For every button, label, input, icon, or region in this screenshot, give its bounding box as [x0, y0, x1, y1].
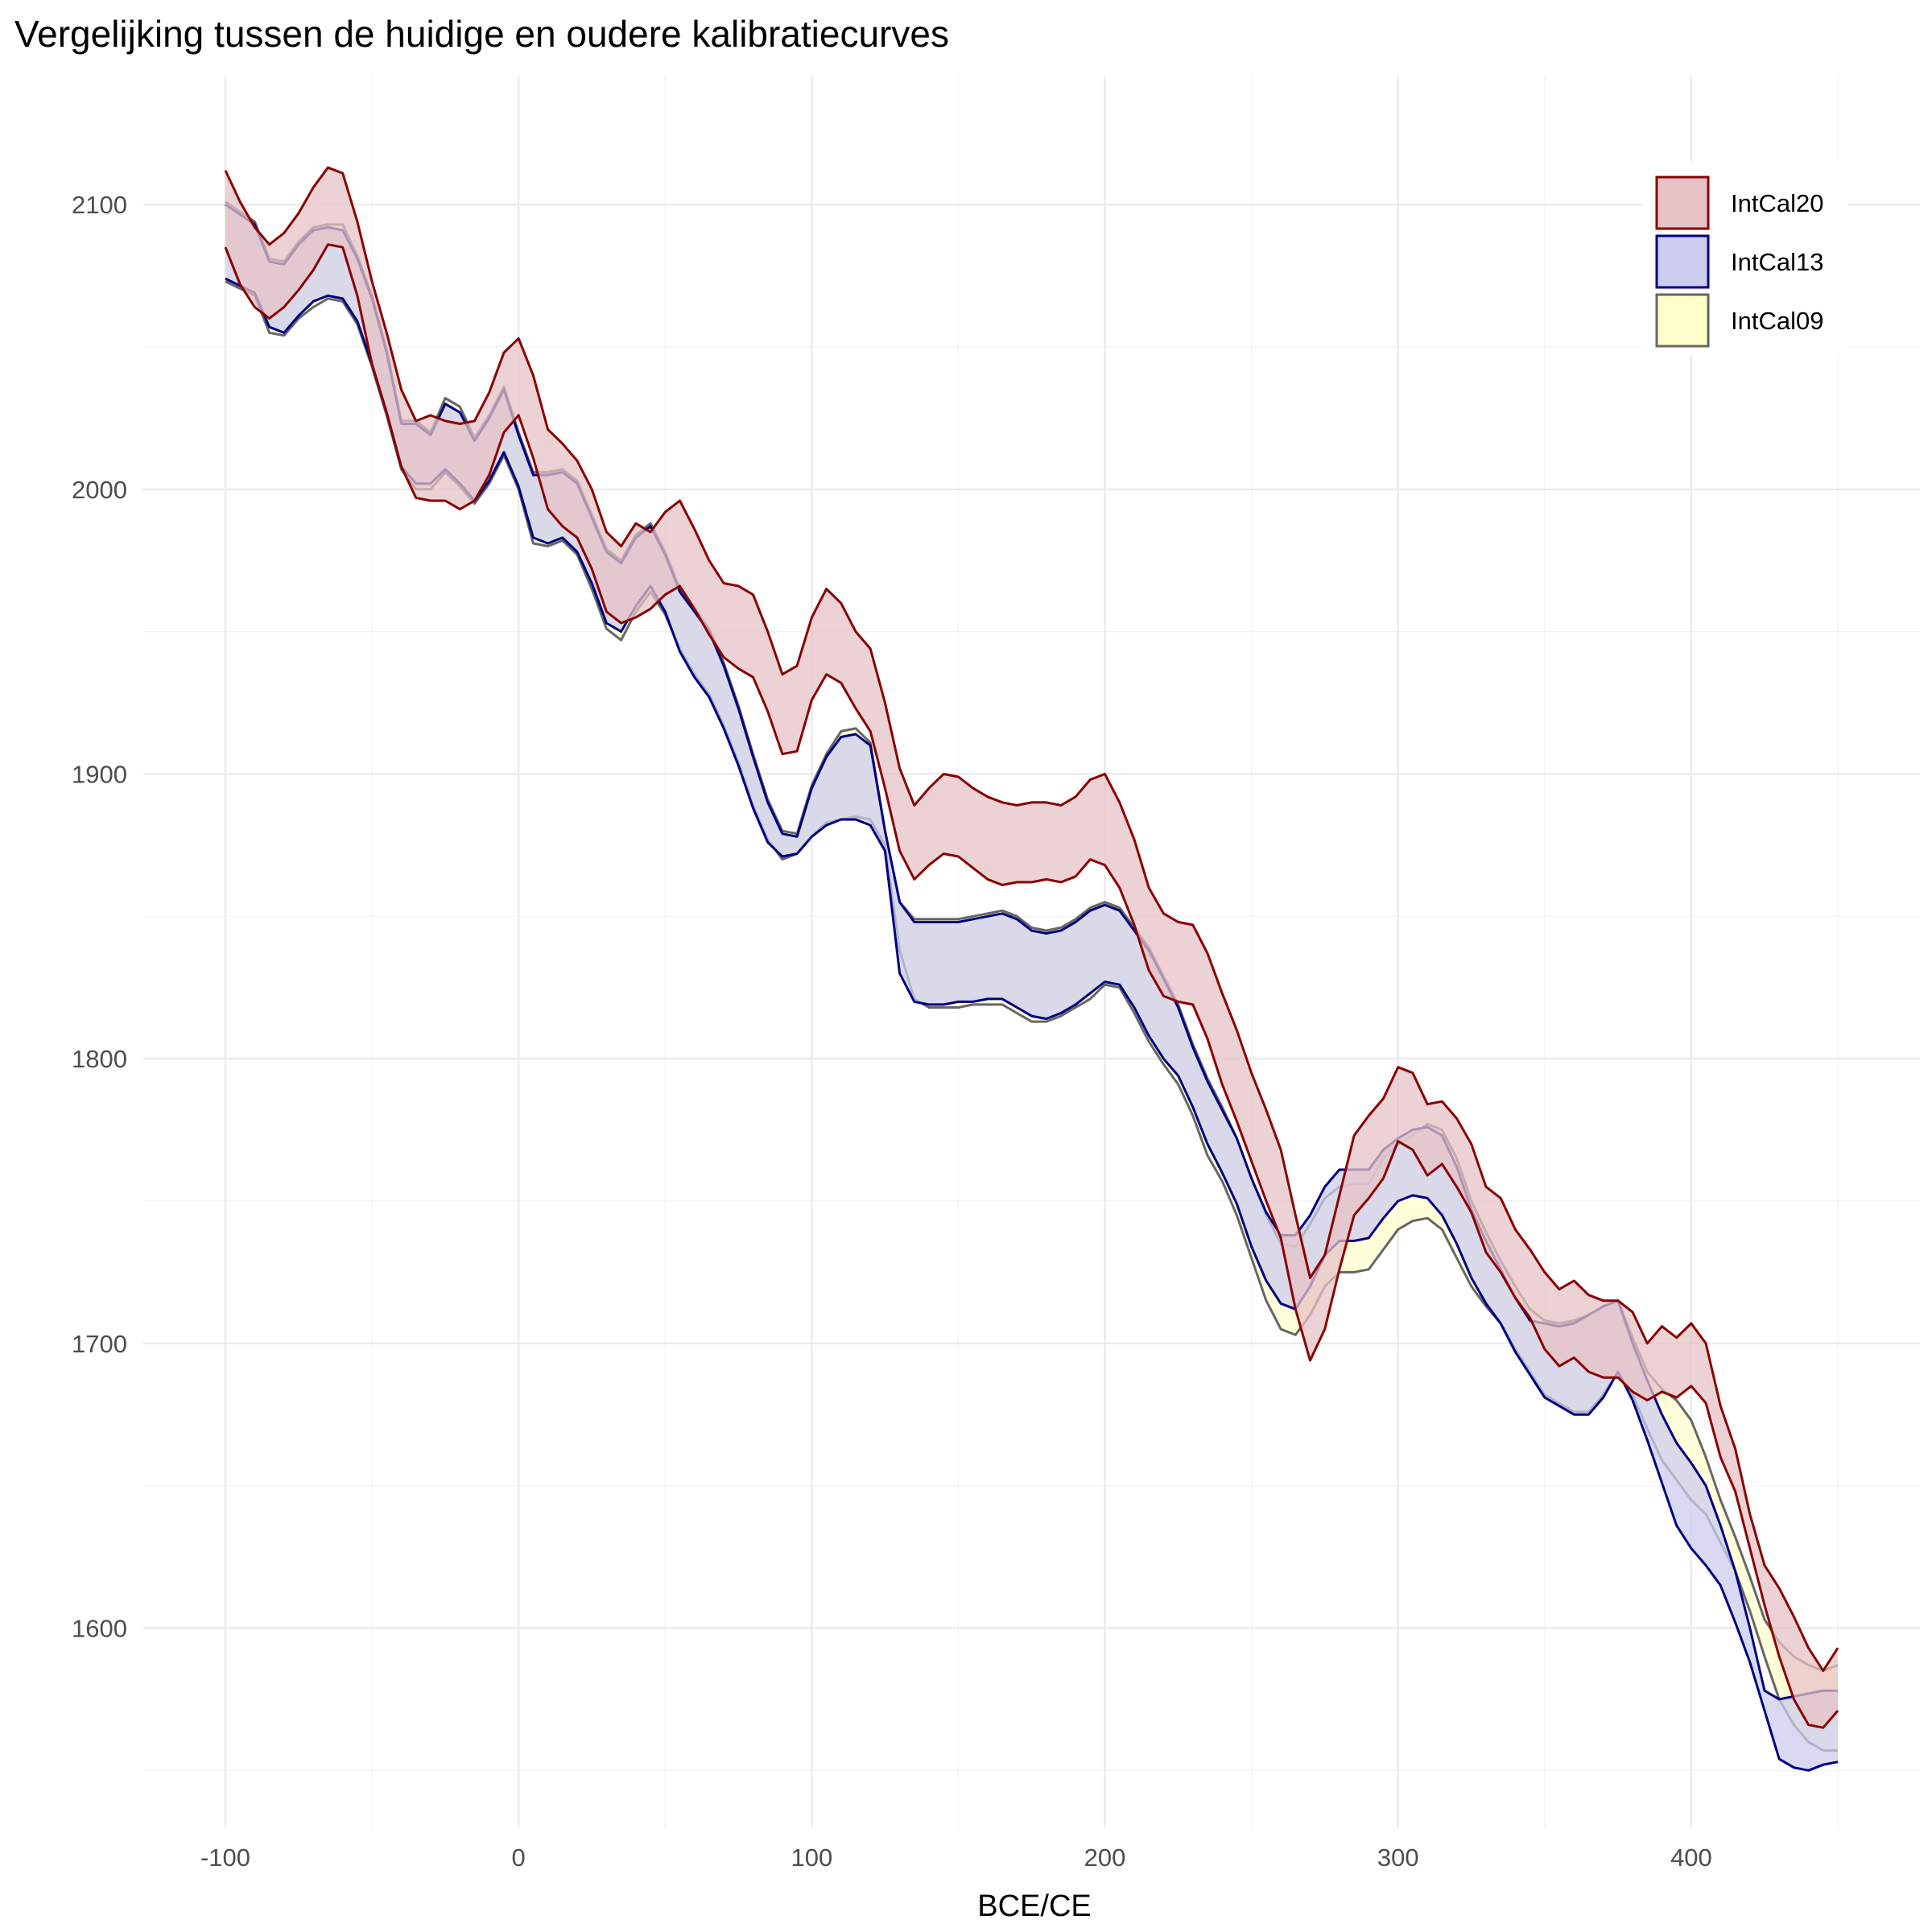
ribbon-intcal20: [225, 167, 1838, 1728]
y-tick-label: 1900: [72, 760, 127, 788]
plot-grid: [143, 76, 1920, 1827]
x-tick-label: 200: [1084, 1843, 1126, 1872]
x-axis-title: BCE/CE: [977, 1889, 1091, 1923]
lower-line-intcal20: [224, 243, 1839, 1729]
y-tick-label: 2000: [72, 476, 127, 504]
x-tick-label: -100: [200, 1843, 250, 1872]
x-tick-label: 100: [791, 1843, 832, 1872]
plot-areas: [224, 166, 1839, 1772]
y-tick-label: 1700: [72, 1330, 127, 1358]
legend-label-intcal20: IntCal20: [1731, 189, 1823, 217]
legend-key-intcal20: [1655, 175, 1710, 230]
y-tick-label: 1600: [72, 1614, 127, 1642]
upper-line-intcal20: [224, 166, 1839, 1672]
legend-label-intcal09: IntCal09: [1731, 307, 1823, 335]
legend-key-intcal13: [1655, 234, 1710, 289]
legend: IntCal20 IntCal13 IntCal09: [1642, 161, 1847, 354]
axis-ticks: -100 0 100 200 300 400 1600 1700 1800 1900 2000 210…: [72, 191, 1712, 1872]
lower-line-intcal13: [225, 277, 1839, 1772]
y-tick-label: 2100: [72, 191, 127, 219]
legend-label-intcal13: IntCal13: [1731, 248, 1823, 276]
x-tick-label: 300: [1377, 1843, 1419, 1872]
chart-title: Vergelijking tussen de huidige en oudere…: [14, 13, 949, 55]
legend-key-intcal09: [1655, 293, 1710, 348]
x-tick-label: 0: [512, 1843, 526, 1872]
x-tick-label: 400: [1670, 1843, 1712, 1872]
y-tick-label: 1800: [72, 1045, 127, 1073]
